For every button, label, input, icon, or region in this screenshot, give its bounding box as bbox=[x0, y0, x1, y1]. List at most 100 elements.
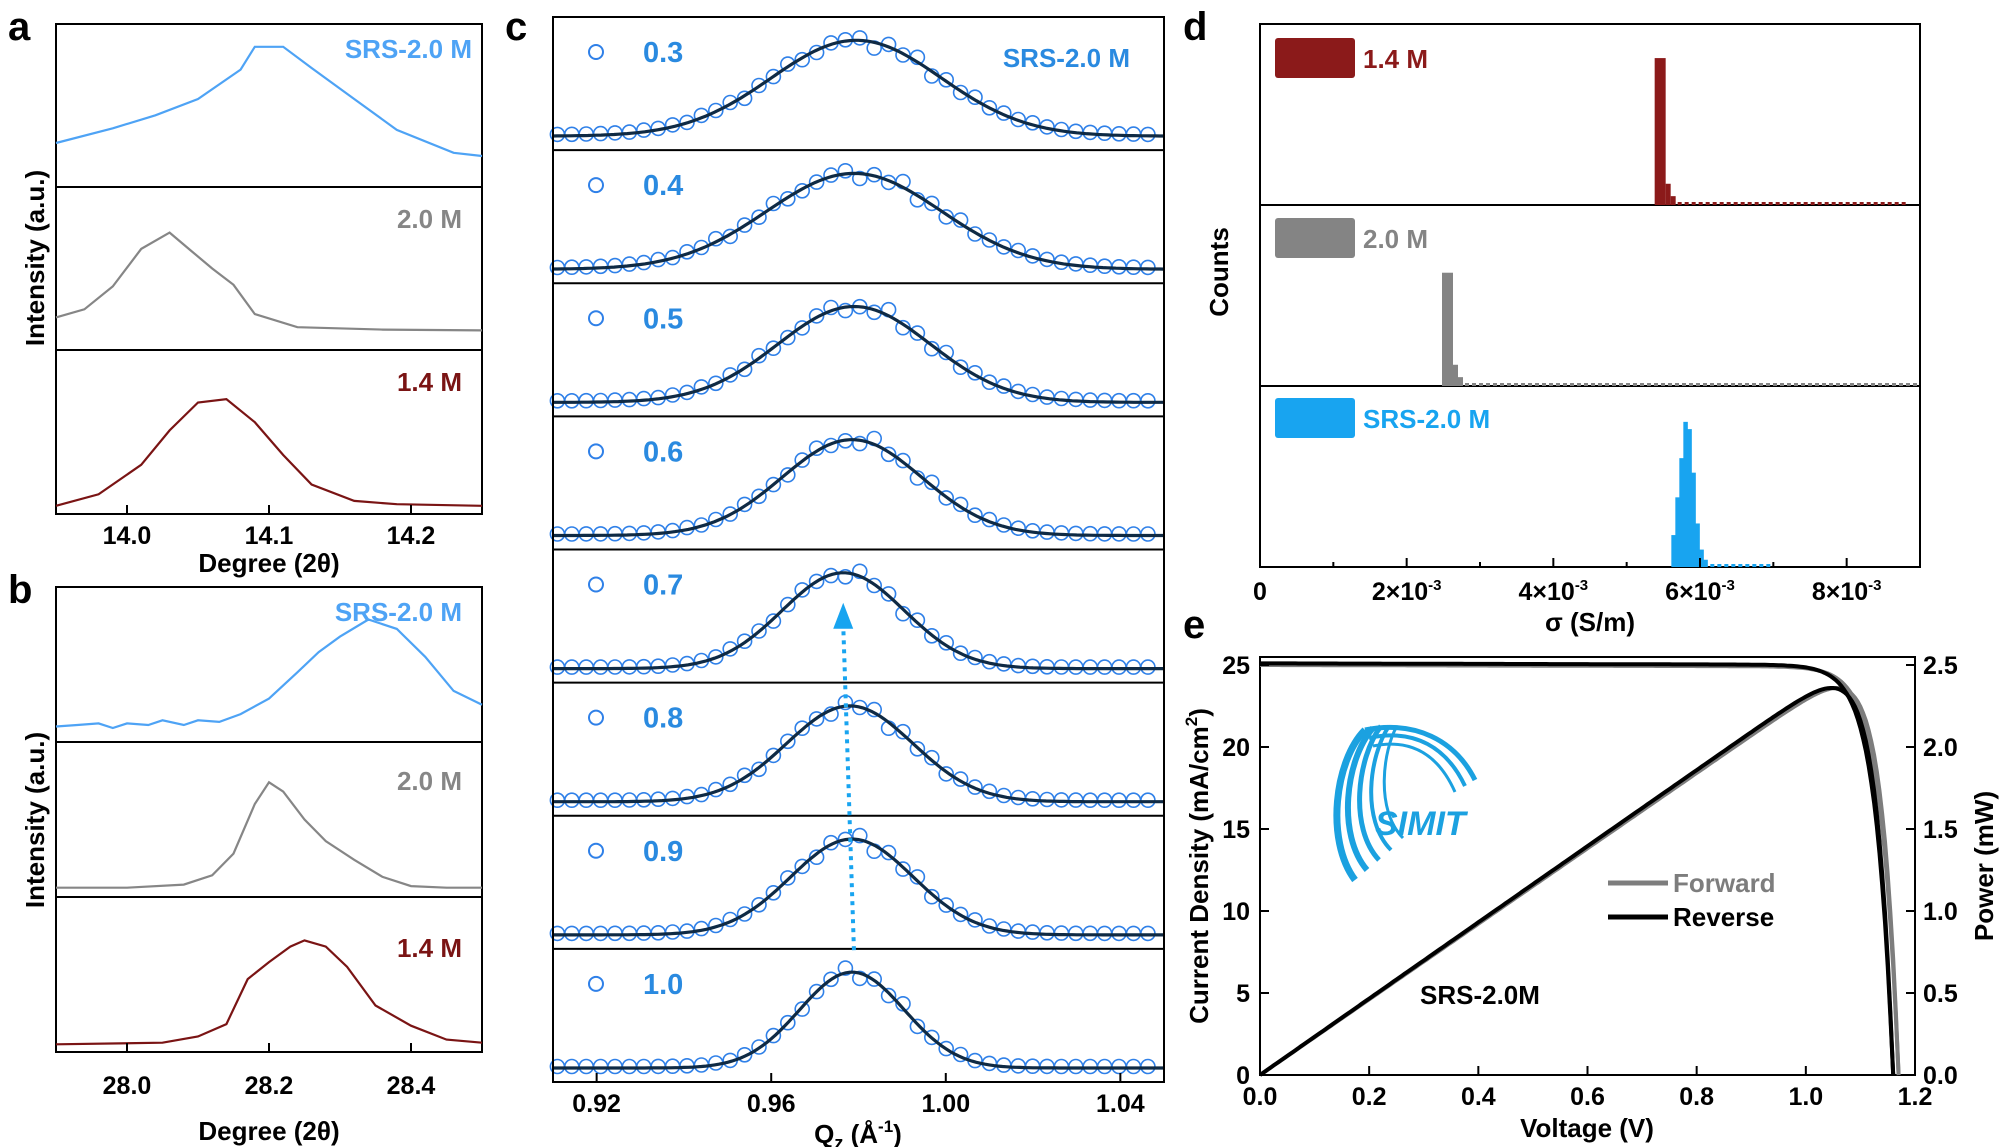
panel-b-legend-srs: SRS-2.0 M bbox=[335, 597, 462, 627]
histogram-tail-bar bbox=[1479, 383, 1483, 386]
data-point bbox=[779, 329, 796, 346]
data-point bbox=[923, 627, 940, 644]
data-point bbox=[880, 586, 897, 602]
histogram-tail-bar bbox=[1528, 383, 1532, 386]
x-tick-label: 0.92 bbox=[572, 1090, 621, 1118]
legend-marker bbox=[588, 975, 604, 992]
histogram-tail-bar bbox=[1838, 202, 1843, 205]
data-point bbox=[895, 995, 911, 1012]
data-point bbox=[808, 983, 825, 1000]
data-point bbox=[952, 84, 969, 101]
panel-label-b: b bbox=[8, 568, 32, 612]
histogram-tail-bar bbox=[1724, 383, 1728, 386]
data-point bbox=[880, 844, 897, 861]
y-tick-label: 25 bbox=[1222, 652, 1250, 680]
histogram-tail-bar bbox=[1843, 383, 1847, 386]
histogram-bar bbox=[1695, 523, 1700, 567]
histogram-tail-bar bbox=[1759, 564, 1764, 567]
histogram-tail-bar bbox=[1794, 383, 1798, 386]
panel-a-legend-14m: 1.4 M bbox=[397, 367, 462, 397]
slice-label-1.0: 1.0 bbox=[643, 969, 683, 1001]
data-point bbox=[722, 506, 739, 522]
histogram-tail-bar bbox=[1738, 564, 1743, 567]
histogram-tail-bar bbox=[1747, 202, 1752, 205]
panel-c-subplots: 0.3 0.4 0.5 0.6 0.7 0.8 0.9 1.0 bbox=[549, 30, 1165, 1075]
histogram-bar bbox=[1458, 377, 1463, 386]
data-point bbox=[765, 340, 782, 357]
histogram-tail-bar bbox=[1577, 383, 1581, 386]
histogram-tail-bar bbox=[1514, 383, 1518, 386]
xrd-curve-srs-2.0-m bbox=[55, 45, 483, 158]
panel-b-legend-2m: 2.0 M bbox=[397, 766, 462, 796]
histogram-bar bbox=[1670, 196, 1676, 205]
panel-b-xlabel: Degree (2θ) bbox=[198, 1116, 339, 1146]
panel-e-annotation: SRS-2.0M bbox=[1420, 980, 1540, 1010]
legend-swatch-srs bbox=[1275, 398, 1355, 438]
histogram-tail-bar bbox=[1852, 202, 1857, 205]
x-tick-label: 1.00 bbox=[921, 1090, 970, 1118]
data-point bbox=[794, 1001, 811, 1017]
panel-c-sample-label: SRS-2.0 M bbox=[1003, 43, 1130, 73]
y2-tick-label: 0.5 bbox=[1923, 980, 1958, 1008]
fit-curve bbox=[553, 837, 1164, 937]
histogram-tail-bar bbox=[1691, 202, 1696, 205]
data-point bbox=[736, 361, 753, 378]
data-point bbox=[851, 563, 868, 580]
histogram-tail-bar bbox=[1899, 383, 1903, 386]
histogram-tail-bar bbox=[1901, 202, 1906, 205]
histogram-bar bbox=[1703, 559, 1708, 567]
xrd-curve-2.0-m bbox=[55, 231, 483, 332]
data-point bbox=[794, 320, 811, 336]
data-point bbox=[794, 858, 811, 875]
x-tick-label: 0.6 bbox=[1570, 1083, 1605, 1111]
histogram-tail-bar bbox=[1754, 202, 1759, 205]
x-tick-label: 1.0 bbox=[1788, 1083, 1823, 1111]
x-tick-label: 0 bbox=[1253, 578, 1267, 606]
histogram-tail-bar bbox=[1717, 383, 1721, 386]
fit-curve bbox=[553, 970, 1164, 1070]
data-point bbox=[722, 367, 739, 383]
histogram-tail-bar bbox=[1850, 383, 1854, 386]
x-tick-label: 14.2 bbox=[387, 522, 436, 550]
histogram-tail-bar bbox=[1866, 202, 1871, 205]
data-point bbox=[736, 496, 753, 513]
data-point bbox=[923, 195, 940, 212]
data-point bbox=[765, 613, 782, 629]
histogram-tail-bar bbox=[1887, 202, 1892, 205]
data-point bbox=[880, 446, 897, 463]
data-point bbox=[751, 209, 767, 225]
data-point bbox=[751, 761, 767, 778]
data-point bbox=[938, 897, 955, 913]
legend-marker bbox=[588, 842, 604, 859]
histogram-tail-bar bbox=[1808, 383, 1812, 386]
data-point bbox=[952, 359, 969, 376]
histogram-bar bbox=[1679, 458, 1684, 567]
panel-a-ylabel: Intensity (a.u.) bbox=[20, 170, 50, 346]
histogram-tail-bar bbox=[1752, 564, 1757, 567]
data-point bbox=[707, 375, 724, 392]
histogram-bar bbox=[1453, 364, 1458, 386]
data-point bbox=[837, 302, 854, 319]
legend-swatch-1.4m bbox=[1275, 38, 1355, 78]
panel-b: 28.0 28.2 28.4 SRS-2.0 M 2.0 M 1.4 M Degre… bbox=[20, 586, 483, 1146]
data-point bbox=[779, 1014, 796, 1031]
histogram-tail-bar bbox=[1745, 564, 1750, 567]
histogram-tail-bar bbox=[1668, 383, 1672, 386]
data-point bbox=[779, 733, 796, 750]
histogram-tail-bar bbox=[1633, 383, 1637, 386]
data-point bbox=[765, 747, 782, 764]
legend-marker bbox=[588, 44, 604, 60]
histogram-tail-bar bbox=[1719, 202, 1724, 205]
panel-label-d: d bbox=[1183, 5, 1207, 49]
histogram-tail-bar bbox=[1710, 383, 1714, 386]
simit-logo: SIMIT bbox=[1333, 724, 1478, 883]
data-point bbox=[952, 906, 969, 923]
histogram-tail-bar bbox=[1789, 202, 1794, 205]
shift-arrow bbox=[841, 624, 856, 951]
histogram-tail-bar bbox=[1913, 383, 1917, 386]
histogram-tail-bar bbox=[1549, 383, 1553, 386]
panel-d-xlabel: σ (S/m) bbox=[1545, 607, 1635, 637]
panel-a-ticks: 14.0 14.1 14.2 bbox=[103, 505, 436, 550]
histogram-bar bbox=[1675, 497, 1680, 567]
